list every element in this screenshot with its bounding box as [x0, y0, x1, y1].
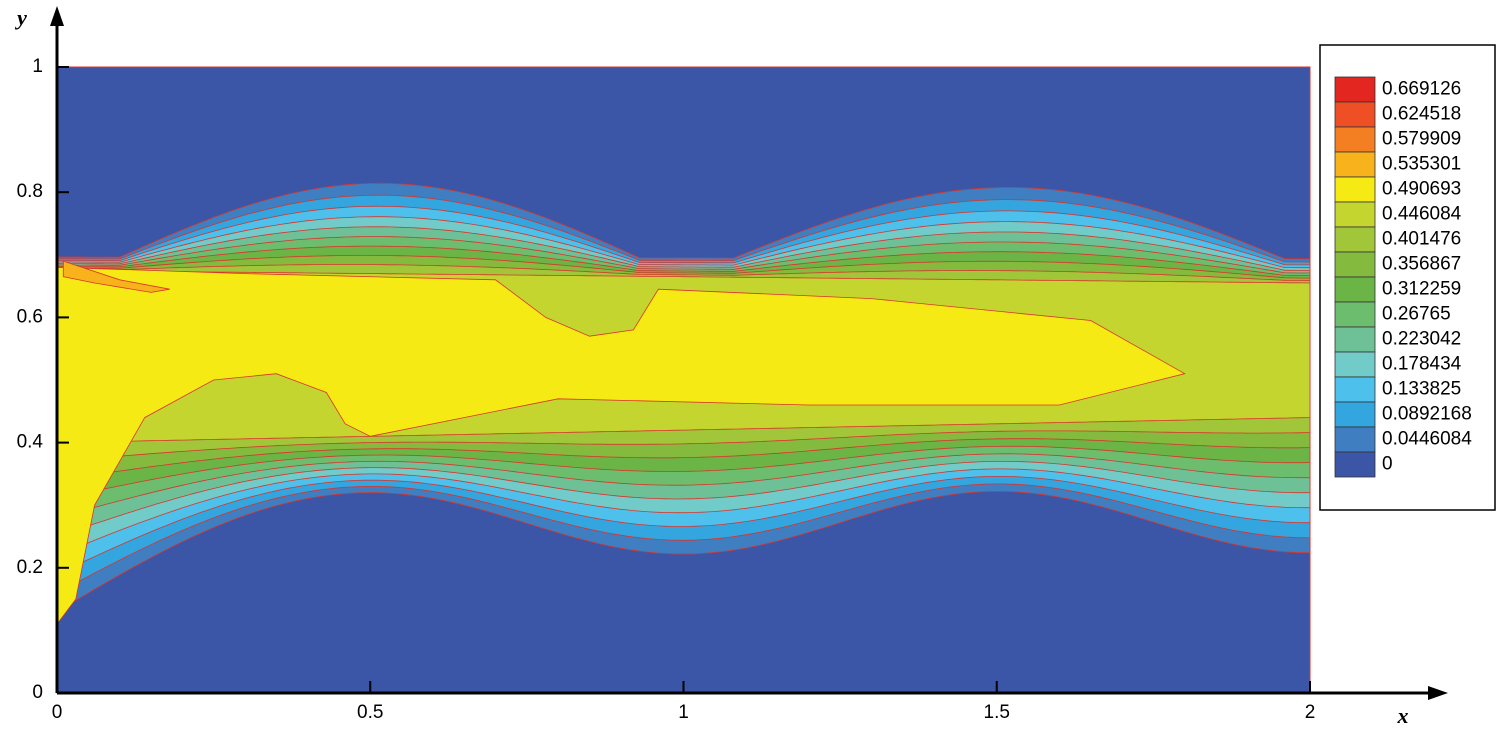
x-axis-label: x — [1397, 703, 1409, 728]
legend-swatch — [1334, 126, 1376, 153]
legend-label: 0.669126 — [1382, 79, 1461, 100]
legend-swatch — [1334, 401, 1376, 428]
axes: x y 0 0.5 1 1.5 2 0 0.2 0.4 0.6 0.8 1 — [14, 5, 1448, 728]
x-tick-label: 1.5 — [984, 702, 1010, 723]
legend-label: 0.0446084 — [1382, 429, 1472, 450]
legend-swatch — [1334, 426, 1376, 453]
legend-swatch — [1334, 226, 1376, 253]
legend-label: 0.223042 — [1382, 329, 1461, 350]
legend-label: 0.0892168 — [1382, 404, 1472, 425]
legend-swatch — [1334, 76, 1376, 103]
legend-label: 0.446084 — [1382, 204, 1462, 225]
contour-band — [56, 266, 1186, 626]
x-tick-label: 2 — [1305, 702, 1316, 723]
x-tick-label: 0.5 — [357, 702, 383, 723]
legend-label: 0.356867 — [1382, 254, 1461, 275]
legend-swatch — [1334, 101, 1376, 128]
legend-label: 0.624518 — [1382, 104, 1461, 125]
legend-label: 0.133825 — [1382, 379, 1461, 400]
legend: 0.669126 0.624518 0.579909 0.535301 0.490693… — [1334, 76, 1472, 478]
legend-swatch — [1334, 151, 1376, 178]
legend-swatch — [1334, 251, 1376, 278]
legend-label: 0.312259 — [1382, 279, 1461, 300]
y-arrow — [50, 6, 64, 26]
x-tick-label: 1 — [678, 702, 689, 723]
legend-label: 0.579909 — [1382, 129, 1461, 150]
legend-swatch — [1334, 301, 1376, 328]
y-tick-label: 0.2 — [17, 557, 43, 578]
legend-label: 0.535301 — [1382, 154, 1461, 175]
legend-label: 0.178434 — [1382, 354, 1462, 375]
legend-swatch — [1334, 326, 1376, 353]
contour-band — [62, 260, 170, 293]
legend-swatch — [1334, 276, 1376, 303]
legend-swatch — [1334, 201, 1376, 228]
legend-swatch — [1334, 176, 1376, 203]
legend-swatch — [1334, 376, 1376, 403]
y-tick-label: 0.6 — [17, 306, 43, 327]
legend-label: 0 — [1382, 454, 1393, 475]
legend-swatch — [1334, 451, 1376, 478]
y-tick-label: 0 — [32, 682, 43, 703]
y-tick-label: 0.8 — [17, 181, 43, 202]
y-tick-label: 1 — [32, 56, 43, 77]
legend-label: 0.401476 — [1382, 229, 1461, 250]
x-arrow — [1428, 686, 1448, 700]
y-axis-label: y — [14, 5, 27, 30]
legend-swatch — [1334, 351, 1376, 378]
y-tick-label: 0.4 — [17, 432, 44, 453]
legend-label: 0.490693 — [1382, 179, 1461, 200]
x-tick-label: 0 — [52, 702, 63, 723]
contour-field — [56, 66, 1311, 694]
legend-label: 0.26765 — [1382, 304, 1451, 325]
